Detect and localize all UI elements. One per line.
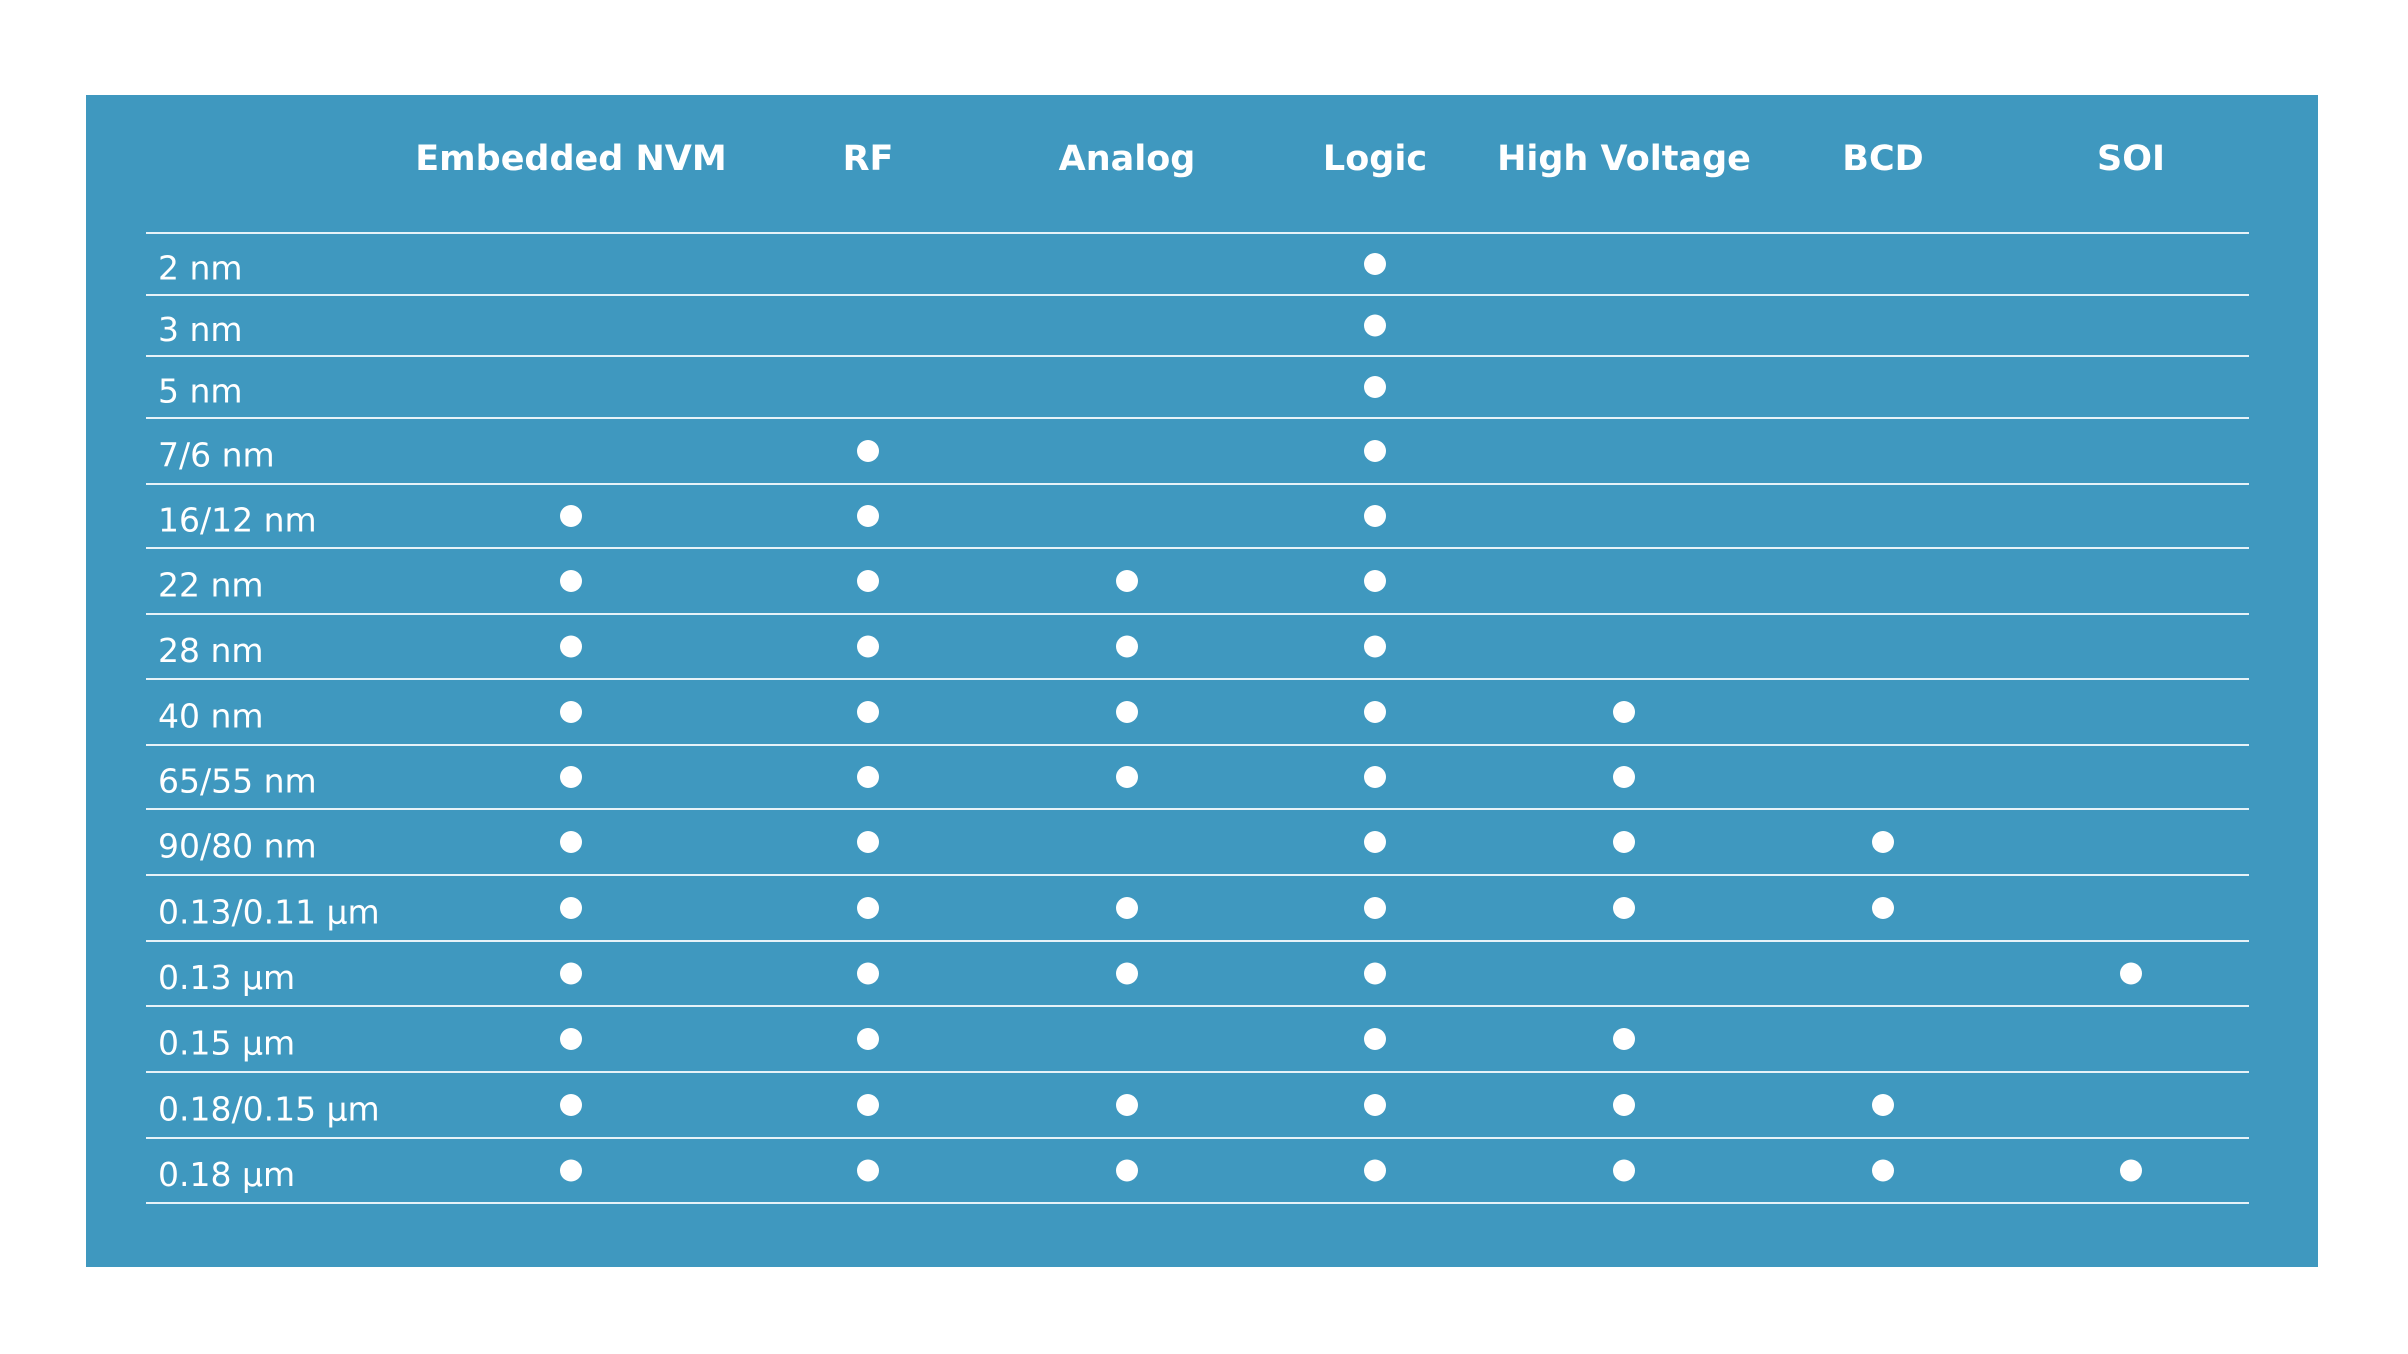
availability-dot: [1613, 897, 1635, 919]
availability-dot: [857, 831, 879, 853]
availability-dot: [1613, 1094, 1635, 1116]
panel: [86, 95, 2318, 1267]
row-label: 65/55 nm: [158, 762, 317, 801]
availability-dot: [857, 635, 879, 658]
availability-dot: [1364, 1028, 1386, 1050]
availability-dot: [1116, 635, 1138, 658]
availability-dot: [560, 962, 582, 985]
availability-dot: [2120, 962, 2142, 985]
row-label: 22 nm: [158, 566, 264, 605]
availability-dot: [1364, 897, 1386, 919]
row-label: 0.13/0.11 µm: [158, 893, 380, 932]
column-header: Embedded NVM: [415, 139, 726, 179]
row-label: 7/6 nm: [158, 436, 275, 475]
availability-dot: [560, 701, 582, 723]
availability-dot: [1364, 440, 1386, 462]
availability-dot: [857, 766, 879, 788]
row-label: 90/80 nm: [158, 827, 317, 866]
column-header: BCD: [1842, 139, 1923, 179]
availability-dot: [560, 1028, 582, 1050]
column-header: Analog: [1059, 139, 1196, 179]
availability-dot: [1116, 766, 1138, 788]
row-label: 0.13 µm: [158, 958, 295, 997]
availability-dot: [857, 1028, 879, 1050]
availability-dot: [1116, 1094, 1138, 1116]
availability-dot: [560, 1094, 582, 1116]
availability-dot: [1364, 766, 1386, 788]
availability-dot: [560, 766, 582, 788]
availability-dot: [1364, 962, 1386, 985]
availability-dot: [857, 570, 879, 592]
availability-dot: [857, 1159, 879, 1182]
availability-dot: [560, 1159, 582, 1182]
row-label: 0.15 µm: [158, 1024, 295, 1063]
availability-dot: [1364, 376, 1386, 398]
availability-dot: [1872, 831, 1894, 853]
availability-dot: [1116, 570, 1138, 592]
availability-dot: [1364, 701, 1386, 723]
column-header: RF: [843, 139, 894, 179]
row-label: 5 nm: [158, 372, 243, 411]
availability-dot: [1116, 701, 1138, 723]
availability-dot: [857, 505, 879, 527]
availability-dot: [1116, 1159, 1138, 1182]
column-header: High Voltage: [1497, 139, 1751, 179]
column-header: SOI: [2097, 139, 2165, 179]
availability-dot: [1364, 253, 1386, 275]
availability-dot: [1364, 1094, 1386, 1116]
availability-dot: [1872, 1094, 1894, 1116]
availability-dot: [1613, 766, 1635, 788]
availability-dot: [1116, 897, 1138, 919]
availability-dot: [1613, 1028, 1635, 1050]
availability-dot: [560, 897, 582, 919]
row-label: 2 nm: [158, 249, 243, 288]
availability-dot: [857, 1094, 879, 1116]
availability-dot: [1364, 635, 1386, 658]
availability-dot: [1364, 1159, 1386, 1182]
row-label: 28 nm: [158, 631, 264, 670]
availability-dot: [1364, 314, 1386, 337]
availability-dot: [857, 440, 879, 462]
column-header: Logic: [1323, 139, 1427, 179]
availability-dot: [857, 701, 879, 723]
row-label: 40 nm: [158, 697, 264, 736]
row-label: 3 nm: [158, 310, 243, 349]
row-label: 16/12 nm: [158, 501, 317, 540]
availability-dot: [560, 505, 582, 527]
availability-dot: [1613, 831, 1635, 853]
availability-dot: [560, 831, 582, 853]
availability-dot: [857, 897, 879, 919]
row-label: 0.18/0.15 µm: [158, 1090, 380, 1129]
availability-dot: [1613, 1159, 1635, 1182]
availability-dot: [1116, 962, 1138, 985]
availability-dot: [560, 635, 582, 658]
availability-dot: [857, 962, 879, 985]
availability-dot: [1872, 1159, 1894, 1182]
availability-dot: [1364, 505, 1386, 527]
availability-dot: [1364, 831, 1386, 853]
availability-dot: [1872, 897, 1894, 919]
availability-dot: [1613, 701, 1635, 723]
row-label: 0.18 µm: [158, 1155, 295, 1194]
availability-dot: [1364, 570, 1386, 592]
availability-dot: [560, 570, 582, 592]
availability-dot: [2120, 1159, 2142, 1182]
